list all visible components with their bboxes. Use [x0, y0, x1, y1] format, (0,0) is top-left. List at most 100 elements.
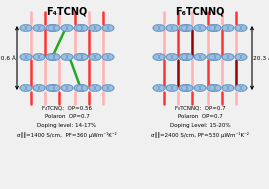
Ellipse shape — [39, 54, 44, 60]
Ellipse shape — [209, 25, 221, 32]
Ellipse shape — [179, 84, 191, 91]
Ellipse shape — [222, 53, 234, 60]
Ellipse shape — [213, 85, 218, 91]
Ellipse shape — [20, 84, 32, 91]
Ellipse shape — [77, 54, 82, 60]
Ellipse shape — [180, 25, 185, 31]
Text: σ∥∥=2400 S/cm, PF=530 μWm⁻¹K⁻²: σ∥∥=2400 S/cm, PF=530 μWm⁻¹K⁻² — [151, 132, 249, 138]
Ellipse shape — [241, 54, 246, 60]
Ellipse shape — [185, 25, 190, 31]
Text: F₄TCNQ: F₄TCNQ — [46, 6, 88, 16]
Ellipse shape — [222, 84, 234, 91]
Ellipse shape — [172, 85, 177, 91]
Ellipse shape — [235, 53, 247, 60]
Ellipse shape — [153, 25, 165, 32]
Ellipse shape — [74, 53, 86, 60]
Ellipse shape — [194, 53, 206, 60]
Ellipse shape — [68, 85, 72, 91]
Ellipse shape — [200, 25, 205, 31]
Ellipse shape — [167, 25, 172, 31]
Ellipse shape — [76, 25, 88, 32]
Ellipse shape — [235, 84, 247, 91]
Ellipse shape — [103, 85, 108, 91]
Ellipse shape — [207, 53, 219, 60]
Ellipse shape — [90, 25, 95, 31]
Ellipse shape — [77, 25, 82, 31]
Ellipse shape — [210, 54, 215, 60]
Text: Polaron  OP=0.7: Polaron OP=0.7 — [178, 114, 222, 119]
Ellipse shape — [102, 53, 114, 60]
Ellipse shape — [182, 85, 187, 91]
Ellipse shape — [47, 85, 52, 91]
Ellipse shape — [223, 25, 228, 31]
Ellipse shape — [54, 85, 59, 91]
Ellipse shape — [235, 25, 247, 32]
Ellipse shape — [187, 85, 192, 91]
Ellipse shape — [48, 53, 60, 60]
Ellipse shape — [39, 85, 44, 91]
Ellipse shape — [160, 54, 164, 60]
Ellipse shape — [61, 84, 73, 91]
Ellipse shape — [223, 54, 228, 60]
Ellipse shape — [195, 25, 200, 31]
Ellipse shape — [195, 54, 200, 60]
Ellipse shape — [20, 25, 32, 32]
Text: F₆TCNNQ: F₆TCNNQ — [175, 6, 225, 16]
Text: σ∥∥=1400 S/cm,  PF=360 μWm⁻¹K⁻²: σ∥∥=1400 S/cm, PF=360 μWm⁻¹K⁻² — [17, 132, 117, 138]
Ellipse shape — [80, 54, 85, 60]
Ellipse shape — [95, 25, 100, 31]
Ellipse shape — [74, 84, 86, 91]
Ellipse shape — [95, 85, 100, 91]
Ellipse shape — [26, 54, 31, 60]
Ellipse shape — [62, 85, 67, 91]
Ellipse shape — [210, 25, 215, 31]
Ellipse shape — [228, 25, 233, 31]
Ellipse shape — [82, 54, 87, 60]
Text: Doping Level: 15-20%: Doping Level: 15-20% — [170, 123, 230, 128]
Ellipse shape — [160, 85, 164, 91]
Ellipse shape — [160, 25, 164, 31]
Ellipse shape — [75, 25, 80, 31]
Ellipse shape — [20, 53, 32, 60]
Ellipse shape — [46, 84, 58, 91]
Ellipse shape — [76, 53, 88, 60]
Ellipse shape — [33, 53, 45, 60]
Ellipse shape — [102, 25, 114, 32]
Ellipse shape — [236, 85, 240, 91]
Ellipse shape — [95, 54, 100, 60]
Ellipse shape — [180, 54, 185, 60]
Ellipse shape — [154, 85, 159, 91]
Ellipse shape — [80, 85, 85, 91]
Ellipse shape — [33, 84, 45, 91]
Ellipse shape — [208, 85, 213, 91]
Ellipse shape — [62, 25, 67, 31]
Ellipse shape — [75, 54, 80, 60]
Ellipse shape — [167, 85, 172, 91]
Ellipse shape — [179, 53, 191, 60]
Ellipse shape — [208, 54, 213, 60]
Ellipse shape — [82, 85, 87, 91]
Ellipse shape — [48, 84, 60, 91]
Ellipse shape — [194, 84, 206, 91]
Ellipse shape — [33, 25, 45, 32]
Ellipse shape — [108, 85, 113, 91]
Ellipse shape — [34, 85, 39, 91]
Ellipse shape — [187, 25, 192, 31]
Ellipse shape — [54, 25, 59, 31]
Ellipse shape — [195, 85, 200, 91]
Ellipse shape — [207, 84, 219, 91]
Text: F₄TCNQ:  OP=0.56: F₄TCNQ: OP=0.56 — [42, 105, 92, 110]
Ellipse shape — [200, 54, 205, 60]
Ellipse shape — [182, 25, 187, 31]
Ellipse shape — [241, 85, 246, 91]
Ellipse shape — [108, 25, 113, 31]
Ellipse shape — [200, 85, 205, 91]
Ellipse shape — [172, 25, 177, 31]
Ellipse shape — [103, 54, 108, 60]
Text: F₆TCNNQ:  OP=0.7: F₆TCNNQ: OP=0.7 — [175, 105, 225, 110]
Ellipse shape — [21, 25, 26, 31]
Ellipse shape — [187, 54, 192, 60]
Ellipse shape — [47, 54, 52, 60]
Ellipse shape — [39, 25, 44, 31]
Ellipse shape — [102, 84, 114, 91]
